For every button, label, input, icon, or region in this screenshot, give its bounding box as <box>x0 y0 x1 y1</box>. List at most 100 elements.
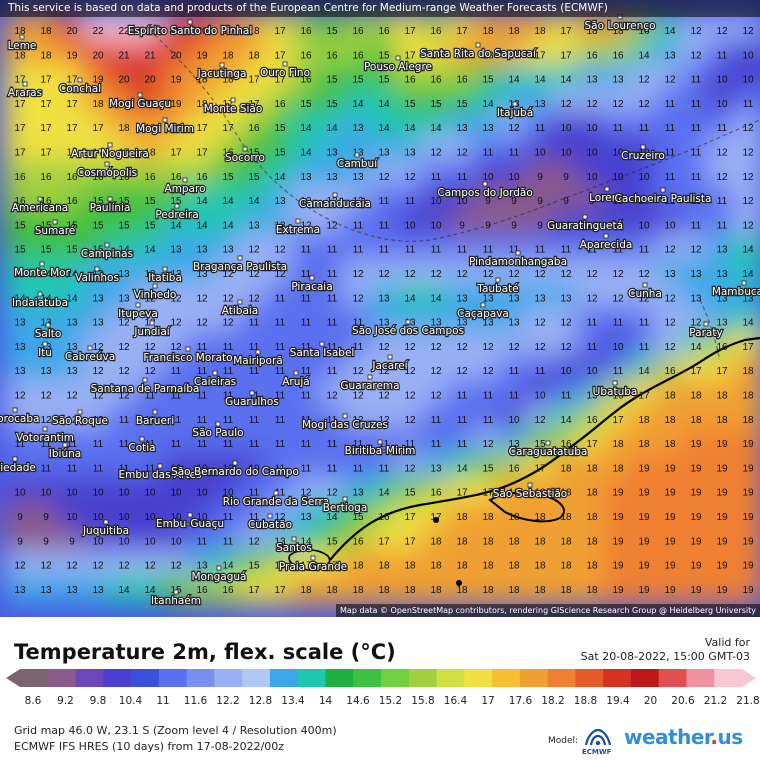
city-label[interactable]: Embu-Guaçu <box>155 512 225 531</box>
city-label[interactable]: Jundiaí <box>132 320 172 339</box>
city-label[interactable]: Biritiba-Mirim <box>343 439 417 458</box>
grid-value: 11 <box>379 196 390 207</box>
city-label[interactable]: Santa Rita do Sapucaí <box>419 42 538 61</box>
city-label[interactable]: Cosmópolis <box>76 161 138 180</box>
grid-value: 10 <box>560 123 572 134</box>
city-label[interactable]: Indaiatuba <box>11 291 69 310</box>
city-label[interactable]: Piracaia <box>290 275 334 294</box>
city-label[interactable]: Cambuí <box>336 152 379 171</box>
city-label[interactable]: Mogi das Cruzes <box>301 413 389 432</box>
city-label[interactable]: Embu das Artes <box>117 463 203 482</box>
city-label[interactable]: Ubatuba <box>591 380 639 399</box>
ecmwf-logo-icon[interactable] <box>580 725 616 753</box>
city-label[interactable]: Mambucaba <box>711 280 760 299</box>
city-label[interactable]: Votorantim <box>15 426 75 445</box>
city-label[interactable]: Caraguatatuba <box>507 440 589 459</box>
city-label[interactable]: Itanhaém <box>150 589 202 608</box>
city-label[interactable]: Praia Grande <box>278 555 348 574</box>
city-label[interactable]: Cotia <box>127 436 157 455</box>
city-label[interactable]: Itajubá <box>496 101 534 120</box>
city-label[interactable]: Cruzeiro <box>620 144 666 163</box>
city-label[interactable]: Aparecida <box>578 233 634 252</box>
city-label[interactable]: Arujá <box>281 370 311 389</box>
city-label[interactable]: Jacareí <box>370 354 410 373</box>
map-canvas[interactable]: 18 18 20 22 22 22 21 20 19 18 17 16 15 16 16 17 16 17 18 18… <box>0 0 760 617</box>
city-label[interactable]: Salto <box>34 322 62 341</box>
city-label[interactable]: Cabreúva <box>64 345 116 364</box>
city-marker <box>660 187 666 193</box>
city-label[interactable]: São Paulo <box>191 421 245 440</box>
grid-value: 15 <box>14 220 26 231</box>
city-label[interactable]: São Roque <box>51 409 109 428</box>
scale-tick-label: 21.2 <box>703 695 728 707</box>
city-label[interactable]: Santos <box>275 536 313 555</box>
city-label[interactable]: Mongaguá <box>190 565 248 584</box>
city-label[interactable]: Extrema <box>275 218 321 237</box>
city-label[interactable]: Juquitiba <box>81 519 130 538</box>
city-label[interactable]: Sorocaba <box>0 407 41 426</box>
weather-us-logo[interactable]: weather.us <box>624 725 743 749</box>
grid-value: 11 <box>457 245 468 256</box>
city-label[interactable]: Paraty <box>688 321 724 340</box>
city-marker <box>367 374 373 380</box>
city-label[interactable]: Araras <box>7 81 43 100</box>
city-label[interactable]: Guaratinguetá <box>546 214 624 233</box>
city-label[interactable]: Itupeva <box>117 302 159 321</box>
temperature-map[interactable]: 18 18 20 22 22 22 21 20 19 18 17 16 15 16 16 17 16 17 18 18… <box>0 0 760 617</box>
city-label[interactable]: Artur Nogueira <box>70 142 150 161</box>
city-label[interactable]: Mogi Guaçu <box>108 92 172 111</box>
city-label[interactable]: Pindamonhangaba <box>468 250 568 269</box>
city-label[interactable]: Paulínia <box>88 196 132 215</box>
city-label[interactable]: Mairiporã <box>232 349 284 368</box>
map-attribution[interactable]: Map data © OpenStreetMap contributors, r… <box>336 604 760 617</box>
city-label[interactable]: Leme <box>6 34 38 53</box>
scale-segment <box>547 669 576 687</box>
city-label[interactable]: Pouso Alegre <box>363 55 433 74</box>
city-label[interactable]: Amparo <box>163 177 207 196</box>
city-label[interactable]: Taubaté <box>475 277 520 296</box>
city-label[interactable]: Monte Sião <box>203 97 263 116</box>
city-label[interactable]: Itu <box>37 341 53 360</box>
city-label[interactable]: Lorena <box>588 186 626 205</box>
city-label[interactable]: Guarulhos <box>224 390 280 409</box>
city-label[interactable]: São José dos Campos <box>351 319 465 338</box>
city-label[interactable]: Bertioga <box>322 496 368 515</box>
city-label[interactable]: Ouro Fino <box>259 61 311 80</box>
city-label[interactable]: Piedade <box>0 456 37 475</box>
city-label[interactable]: Bragança Paulista <box>192 255 288 274</box>
city-label[interactable]: Cachoeira Paulista <box>613 187 713 206</box>
city-label[interactable]: Valinhos <box>74 266 120 285</box>
city-label[interactable]: São Bernardo do Campo <box>170 460 300 479</box>
city-label[interactable]: Monte Mor <box>13 261 72 280</box>
city-label[interactable]: Rio Grande da Serra <box>222 490 330 509</box>
city-label[interactable]: Espírito Santo do Pinhal <box>127 19 253 38</box>
city-label[interactable]: Cunha <box>627 282 663 301</box>
grid-value: 19 <box>170 75 182 86</box>
city-label[interactable]: Mogi Mirim <box>135 117 195 136</box>
city-label[interactable]: Americana <box>11 196 69 215</box>
city-label[interactable]: Atibaia <box>221 299 259 318</box>
city-label[interactable]: Santana de Parnaíba <box>89 377 201 396</box>
city-label[interactable]: Jacutinga <box>195 62 248 81</box>
city-label[interactable]: Francisco Morato <box>142 346 234 365</box>
city-label[interactable]: Camanducaia <box>298 192 372 211</box>
city-label[interactable]: Caçapava <box>456 302 510 321</box>
city-label[interactable]: Vinhedo <box>132 283 178 302</box>
grid-value: 10 <box>638 148 650 159</box>
city-label[interactable]: Campos do Jordão <box>436 181 534 200</box>
city-label[interactable]: São Lourenço <box>583 14 657 33</box>
city-label[interactable]: Barueri <box>135 409 175 428</box>
city-label[interactable]: Conchal <box>58 77 102 96</box>
city-label[interactable]: Guararema <box>339 374 401 393</box>
city-label[interactable]: Cubatão <box>247 513 293 532</box>
city-label[interactable]: Pedreira <box>154 203 200 222</box>
city-label[interactable]: Campinas <box>80 242 134 261</box>
city-label[interactable]: São Sebastião <box>492 482 568 501</box>
city-label[interactable]: Santa Isabel <box>288 341 356 360</box>
city-label[interactable]: Ibiúna <box>48 442 82 461</box>
city-label[interactable]: Socorro <box>224 146 266 165</box>
city-label[interactable]: Sumaré <box>34 219 76 238</box>
grid-value: 13 <box>40 366 52 377</box>
city-label[interactable]: Itatiba <box>147 266 183 285</box>
city-label[interactable]: Caieiras <box>193 370 237 389</box>
